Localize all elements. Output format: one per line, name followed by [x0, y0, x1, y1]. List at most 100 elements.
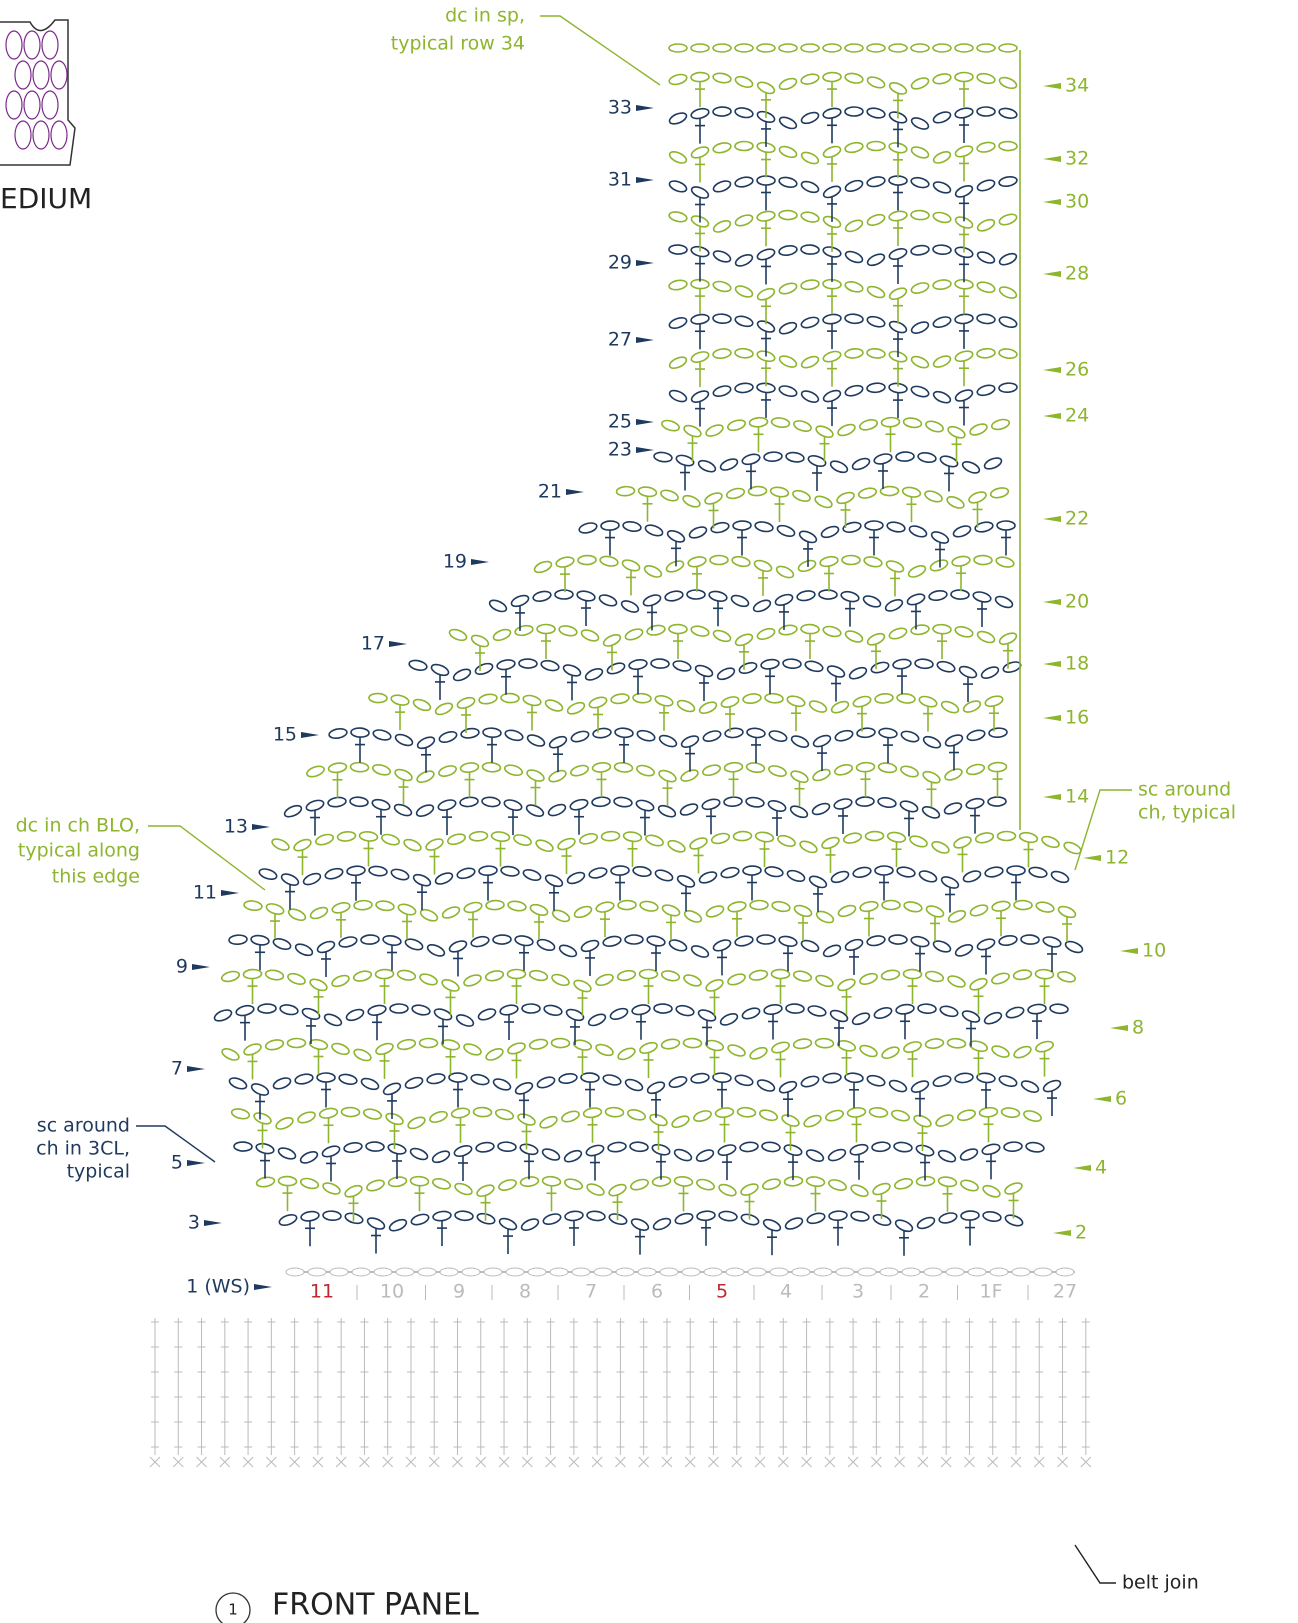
thumbnail-loop [14, 120, 32, 150]
chain-stitch [573, 979, 592, 993]
chain-stitch [481, 796, 501, 808]
chain-stitch [800, 244, 820, 255]
chain-stitch [309, 906, 329, 920]
chain-stitch [510, 594, 530, 608]
chain-stitch [522, 694, 542, 707]
row-arrow [221, 890, 239, 896]
chain-stitch [866, 76, 886, 89]
chain-stitch [808, 700, 828, 713]
chain-stitch [411, 1004, 431, 1016]
chain-stitch [888, 210, 908, 222]
thumbnail-loop [5, 90, 23, 120]
chain-stitch [814, 495, 833, 509]
chain-stitch [900, 765, 919, 778]
chain-stitch [668, 112, 688, 125]
chain-stitch [280, 873, 300, 886]
foundation-sc [894, 1456, 905, 1468]
chain-stitch [800, 180, 820, 194]
row-arrow [187, 1160, 205, 1166]
chain-stitch [610, 693, 630, 705]
chain-stitch [954, 216, 974, 229]
chain-stitch [770, 968, 791, 980]
chain-stitch [878, 727, 898, 739]
chain-stitch [734, 315, 754, 328]
chain-stitch [954, 350, 974, 363]
chain-stitch [492, 934, 512, 945]
chain-stitch [705, 424, 724, 437]
chain-stitch [792, 970, 813, 982]
chain-stitch [976, 630, 996, 644]
row-arrow [1043, 413, 1061, 419]
chain-stitch [915, 1144, 935, 1157]
chain-stitch [660, 489, 679, 502]
thumbnail-loop [50, 60, 68, 90]
top-chain [910, 43, 930, 53]
chain-stitch [998, 252, 1018, 266]
chain-stitch [894, 1219, 914, 1233]
chain-stitch [976, 938, 996, 951]
chain-stitch [287, 908, 307, 922]
chain-stitch [866, 632, 886, 646]
chain-stitch [1035, 1040, 1054, 1053]
chain-stitch [459, 796, 479, 808]
chain-stitch [572, 1039, 593, 1051]
chain-stitch [646, 935, 666, 947]
chain-stitch [739, 1141, 759, 1153]
chain-stitch [365, 1141, 385, 1152]
chain-stitch [991, 972, 1010, 985]
chain-stitch [393, 803, 413, 817]
chain-stitch [452, 668, 472, 682]
chain-stitch [901, 486, 922, 498]
chain-stitch [872, 1182, 891, 1196]
chain-stitch [397, 903, 417, 916]
annotation-leader [148, 825, 266, 891]
chain-stitch [778, 209, 798, 221]
chain-stitch [1004, 1182, 1023, 1195]
chain-stitch [976, 1072, 996, 1084]
chain-stitch [230, 1108, 251, 1120]
chain-stitch [771, 900, 791, 913]
chain-stitch [680, 769, 699, 782]
chain-stitch [563, 1149, 583, 1163]
chain-stitch [819, 555, 839, 568]
chain-stitch [837, 423, 856, 437]
chain-stitch [720, 696, 740, 708]
chain-stitch [909, 835, 928, 848]
foundation [149, 1267, 1092, 1468]
chain-stitch [863, 556, 883, 568]
chain-stitch [895, 1003, 915, 1015]
chain-stitch [455, 1014, 475, 1027]
chain-stitch [387, 1143, 407, 1155]
chain-stitch [918, 870, 938, 883]
thumbnail-loop [5, 30, 23, 60]
chain-stitch [998, 213, 1018, 226]
row-label-right: 32 [1065, 148, 1089, 170]
chain-stitch [499, 1004, 519, 1016]
annotation: belt join [1122, 1572, 1199, 1594]
chain-stitch [695, 1149, 715, 1162]
row-arrow [389, 641, 407, 647]
chain-stitch [844, 630, 864, 643]
foundation-sc [777, 1456, 789, 1468]
foundation-chain [1055, 1267, 1075, 1277]
row-label-left: 33 [608, 97, 632, 119]
chain-stitch [481, 761, 502, 773]
chain-stitch [815, 910, 835, 924]
foundation-chain [461, 1267, 481, 1277]
chain-stitch [520, 1218, 540, 1231]
chain-stitch [998, 1075, 1018, 1088]
chain-stitch [564, 1210, 584, 1222]
chain-stitch [425, 838, 444, 851]
chain-stitch [873, 453, 893, 465]
chain-stitch [592, 727, 612, 739]
chain-stitch [470, 935, 490, 948]
chain-stitch [475, 1141, 495, 1153]
chain-stitch [676, 874, 696, 888]
chain-stitch [734, 140, 754, 152]
chain-stitch [712, 220, 732, 233]
chain-stitch [864, 830, 885, 842]
chain-stitch [910, 355, 930, 369]
chain-stitch [932, 111, 952, 124]
chain-stitch [622, 831, 643, 843]
chain-stitch [1005, 1006, 1025, 1019]
